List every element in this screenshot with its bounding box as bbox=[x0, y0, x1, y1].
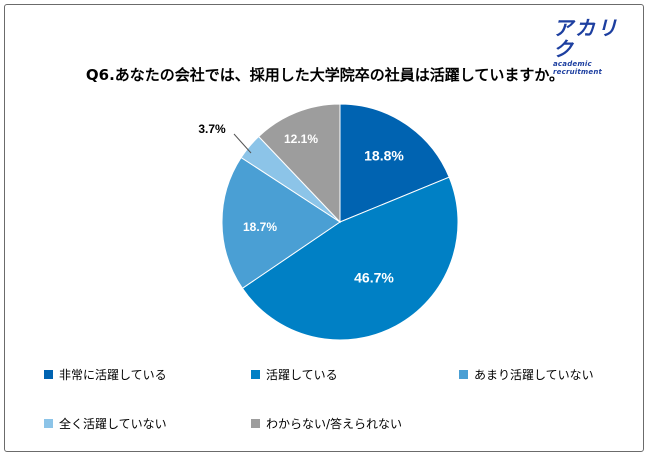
chart-frame bbox=[4, 4, 644, 452]
pie-slice bbox=[339, 103, 450, 223]
slice-value-label: 18.8% bbox=[364, 148, 404, 164]
pie-slice bbox=[241, 176, 459, 341]
logo-subtext: academic recruitment bbox=[553, 60, 603, 76]
slice-value-label: 18.7% bbox=[243, 220, 277, 234]
logo-text: アカリク bbox=[553, 16, 619, 61]
pie-slice bbox=[257, 103, 341, 224]
slice-value-label: 46.7% bbox=[354, 270, 394, 286]
leader-line bbox=[233, 133, 252, 154]
akaric-logo: アカリク academic recruitment bbox=[553, 18, 639, 77]
pie-slice bbox=[221, 156, 341, 290]
chart-title: Q6.あなたの会社では、採用した大学院卒の社員は活躍していますか。 bbox=[85, 66, 565, 84]
slice-value-label: 3.7% bbox=[198, 122, 226, 136]
slice-value-label: 12.1% bbox=[284, 132, 318, 146]
